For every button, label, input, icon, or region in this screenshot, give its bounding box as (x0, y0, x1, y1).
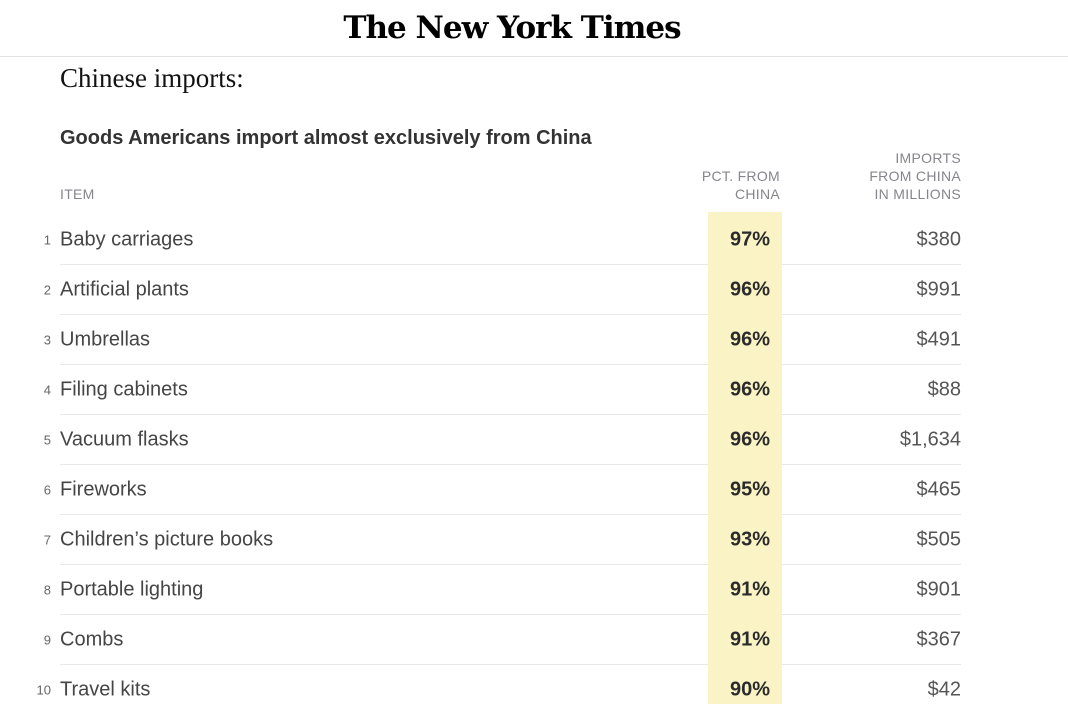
table-row: 5 Vacuum flasks 96% $1,634 (44, 415, 961, 465)
nyt-logo: The New York Times (343, 10, 681, 46)
row-amount: $505 (916, 528, 962, 550)
row-amount: $991 (916, 278, 962, 300)
row-pct: 93% (729, 528, 770, 550)
row-rank: 3 (43, 332, 51, 347)
table-title: Goods Americans import almost exclusivel… (60, 127, 592, 149)
row-item: Vacuum flasks (60, 428, 189, 450)
table-row: 7 Children’s picture books 93% $505 (44, 515, 962, 565)
row-amount: $42 (927, 678, 961, 700)
row-item: Combs (60, 628, 124, 650)
table-row: 6 Fireworks 95% $465 (44, 465, 962, 515)
row-amount: $901 (916, 578, 962, 600)
column-headers: ITEM PCT. FROM CHINA IMPORTS FROM CHINA … (60, 149, 961, 205)
row-pct: 91% (729, 578, 770, 600)
row-item: Fireworks (60, 478, 147, 500)
row-item: Artificial plants (60, 278, 189, 300)
row-rank: 4 (43, 382, 51, 397)
table-row: 1 Baby carriages 97% $380 (44, 215, 962, 265)
kicker-text: Chinese imports: (60, 63, 244, 93)
row-rank: 7 (43, 532, 51, 547)
table-row: 8 Portable lighting 91% $901 (44, 565, 962, 615)
row-amount: $380 (916, 228, 962, 250)
row-item: Children’s picture books (60, 528, 274, 550)
table-row: 9 Combs 91% $367 (44, 615, 962, 665)
table-row: 2 Artificial plants 96% $991 (44, 265, 962, 315)
row-pct: 96% (729, 278, 770, 300)
row-rank: 1 (43, 232, 51, 247)
row-rank: 5 (43, 432, 51, 447)
row-amount: $465 (916, 478, 962, 500)
row-pct: 90% (729, 678, 770, 700)
row-item: Travel kits (60, 678, 151, 700)
row-item: Umbrellas (60, 328, 151, 350)
column-header-pct: PCT. FROM CHINA (701, 168, 780, 202)
row-rank: 6 (43, 482, 51, 497)
table-body: 1 Baby carriages 97% $380 2 Artificial p… (37, 212, 962, 714)
row-pct: 95% (729, 478, 770, 500)
row-rank: 9 (43, 632, 51, 647)
row-pct: 96% (729, 328, 770, 350)
row-amount: $491 (916, 328, 962, 350)
table-row: 3 Umbrellas 96% $491 (44, 315, 962, 365)
row-amount: $88 (927, 378, 961, 400)
masthead: The New York Times (0, 0, 1068, 57)
row-pct: 97% (729, 228, 770, 250)
row-item: Baby carriages (60, 228, 194, 250)
row-rank: 10 (36, 682, 51, 697)
row-item: Filing cabinets (60, 378, 188, 400)
column-header-imports: IMPORTS FROM CHINA IN MILLIONS (869, 150, 961, 202)
column-header-item: ITEM (60, 186, 95, 202)
row-amount: $1,634 (899, 428, 961, 450)
row-pct: 96% (729, 378, 770, 400)
highlight-band (708, 212, 782, 704)
row-item: Portable lighting (60, 578, 204, 600)
table-row: 4 Filing cabinets 96% $88 (44, 365, 961, 415)
row-rank: 8 (43, 582, 51, 597)
row-pct: 91% (729, 628, 770, 650)
row-amount: $367 (916, 628, 962, 650)
row-pct: 96% (729, 428, 770, 450)
table-row: 10 Travel kits 90% $42 (37, 665, 961, 714)
row-rank: 2 (43, 282, 51, 297)
